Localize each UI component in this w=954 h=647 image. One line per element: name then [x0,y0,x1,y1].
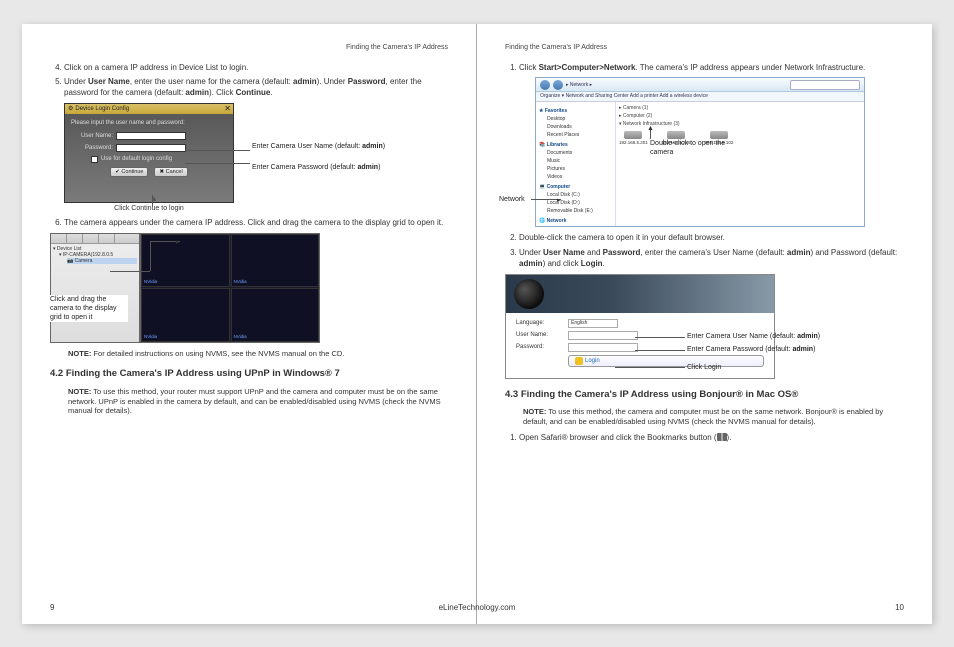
callout-web-user: Enter Camera User Name (default: admin) [687,332,820,341]
login-pass-input[interactable] [116,144,186,152]
close-icon[interactable]: ✕ [224,104,231,113]
steps-right-3: Open Safari® browser and click the Bookm… [519,433,904,444]
callout-user-name: Enter Camera User Name (default: admin) [252,142,385,151]
forward-button[interactable] [553,80,563,90]
explorer-content: ▸ Camera (1) ▸ Computer (2) ▾ Network In… [616,102,864,226]
left-column: Finding the Camera's IP Address Click on… [22,24,477,624]
nvms-cell[interactable]: NVidia [231,234,320,288]
lock-icon [575,357,583,365]
login-caption: Click Continue to login [64,205,234,212]
web-login-figure: Language: English User Name: Password: L… [505,274,904,379]
login-prompt: Please input the user name and password: [71,120,227,126]
page-number-left: 9 [50,603,54,612]
camera-web-login: Language: English User Name: Password: L… [505,274,775,379]
login-dialog-title-bar: ⚙ Device Login Config ✕ [65,104,233,114]
sidebar-network-item[interactable]: 🌐 Network [539,217,612,225]
web-login-button[interactable]: Login [568,355,764,367]
explorer-path[interactable]: ▸ Network ▸ [566,82,787,88]
section-4.2-title: 4.2 Finding the Camera's IP Address usin… [50,368,448,380]
web-pass-label: Password: [516,344,564,350]
language-select[interactable]: English [568,319,618,328]
step-6: The camera appears under the camera IP a… [64,218,448,229]
step-r1: Click Start>Computer>Network. The camera… [519,63,904,74]
nvms-cell[interactable]: NVidia [141,234,230,288]
login-user-label: User Name: [71,133,113,139]
network-device-1[interactable]: 192.168.5.201 [619,131,648,145]
callout-drag-camera: Click and drag the camera to the display… [50,295,128,322]
web-login-banner [506,275,774,313]
web-user-input[interactable] [568,331,638,340]
right-column: Finding the Camera's IP Address Click St… [477,24,932,624]
manual-page-spread: Finding the Camera's IP Address Click on… [22,24,932,624]
login-dialog-figure: ⚙ Device Login Config ✕ Please input the… [50,103,448,203]
callout-double-click: Double-click to open the camera [650,139,730,157]
footer-link: eLineTechnology.com [439,603,516,612]
step-r2: Double-click the camera to open it in yo… [519,233,904,244]
login-pass-label: Password: [71,145,113,151]
steps-right-2: Double-click the camera to open it in yo… [519,233,904,269]
nvms-cell[interactable]: NVidia [231,288,320,342]
note-upnp: NOTE: To use this method, your router mu… [68,387,448,416]
steps-left-1: Click on a camera IP address in Device L… [64,63,448,99]
callout-password: Enter Camera Password (default: admin) [252,163,380,172]
web-pass-input[interactable] [568,343,638,352]
camera-lens-icon [514,279,544,309]
login-dialog-title: Device Login Config [75,106,129,112]
step-5: Under User Name, enter the user name for… [64,77,448,99]
nvms-figure: ▾ Device List ▾ IP-CAMERA(192.8.0.5 📷 Ca… [50,233,448,343]
continue-button[interactable]: ✔ Continue [110,167,148,177]
steps-left-2: The camera appears under the camera IP a… [64,218,448,229]
nvms-device-tree: ▾ Device List ▾ IP-CAMERA(192.8.0.5 📷 Ca… [50,233,140,343]
login-default-label: Use for default login config [101,156,172,162]
running-header-left: Finding the Camera's IP Address [50,44,448,51]
section-4.3-title: 4.3 Finding the Camera's IP Address usin… [505,389,904,401]
callout-click-login: Click Login [687,363,721,372]
login-default-checkbox[interactable] [91,156,98,163]
login-user-input[interactable] [116,132,186,140]
step-r3: Under User Name and Password, enter the … [519,248,904,270]
back-button[interactable] [540,80,550,90]
note-bonjour: NOTE: To use this method, the camera and… [523,407,904,427]
explorer-sidebar[interactable]: ★ Favorites Desktop Downloads Recent Pla… [536,102,616,226]
bookmarks-icon [717,433,727,441]
gear-icon: ⚙ [68,105,73,112]
web-user-label: User Name: [516,332,564,338]
note-nvms: NOTE: For detailed instructions on using… [68,349,448,359]
cancel-button[interactable]: ✖ Cancel [154,167,187,177]
callout-web-pass: Enter Camera Password (default: admin) [687,345,815,354]
language-label: Language: [516,320,564,326]
step-4: Click on a camera IP address in Device L… [64,63,448,74]
nvms-cell[interactable]: NVidia [141,288,230,342]
nvms-display-grid[interactable]: NVidia NVidia NVidia NVidia [140,233,320,343]
login-dialog: ⚙ Device Login Config ✕ Please input the… [64,103,234,203]
page-number-right: 10 [895,603,904,612]
explorer-figure: ▸ Network ▸ Organize ▾ Network and Shari… [505,77,904,227]
running-header-right: Finding the Camera's IP Address [505,44,904,51]
step-safari-1: Open Safari® browser and click the Bookm… [519,433,904,444]
explorer-toolbar[interactable]: Organize ▾ Network and Sharing Center Ad… [536,92,864,102]
explorer-titlebar: ▸ Network ▸ [536,78,864,92]
steps-right-1: Click Start>Computer>Network. The camera… [519,63,904,74]
explorer-search[interactable] [790,80,860,90]
callout-network-label: Network [499,195,525,204]
